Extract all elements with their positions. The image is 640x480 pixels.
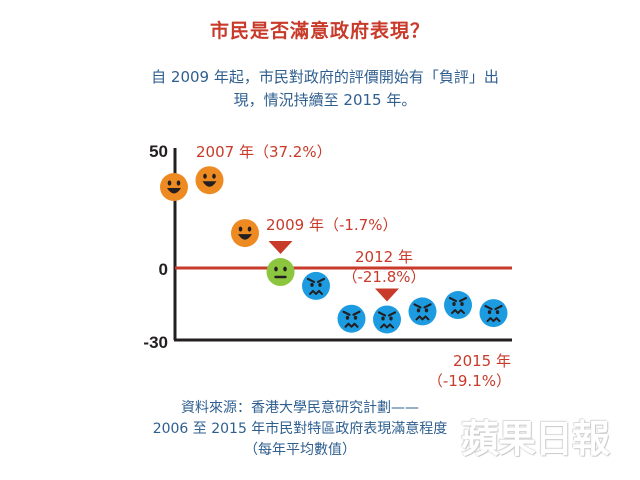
annotation-2015-value: （-19.1%） [428,372,511,390]
data-point-2009-neutral-face-icon [267,258,295,286]
data-point-2011-negative-face-icon [338,305,366,333]
data-point-2010-negative-face-icon [302,272,330,300]
y-tick-label-min: -30 [143,333,168,352]
data-source: 資料來源：香港大學民意研究計劃—— 2006 至 2015 年市民對特區政府表現… [130,398,470,461]
annotation-2007: 2007 年（37.2%） [196,143,332,161]
data-point-2012-negative-face-icon [373,305,401,333]
annotation-2012-value: （-21.8%） [342,268,425,286]
data-point-2015-negative-face-icon [480,299,508,327]
annotation-2015: 2015 年 （-19.1%） [428,352,511,390]
source-line-2: 2006 至 2015 年市民對特區政府表現滿意程度 [130,419,470,440]
data-point-2008-positive-face-icon [231,219,259,247]
data-point-2006-positive-face-icon [160,173,188,201]
data-point-2013-negative-face-icon [409,297,437,325]
brand-logo: 蘋果日報 [461,408,609,463]
annotation-2009-arrow-icon [269,241,293,254]
annotation-2012: 2012 年 （-21.8%） [342,248,425,301]
annotation-2012-label: 2012 年 [355,248,413,266]
data-point-2007-positive-face-icon [196,166,224,194]
data-point-2014-negative-face-icon [444,291,472,319]
source-line-1: 資料來源：香港大學民意研究計劃—— [130,398,470,419]
annotation-2007-label: 2007 年（37.2%） [196,143,332,161]
annotation-2015-label: 2015 年 [453,352,511,370]
annotation-2012-arrow-icon [375,288,399,301]
source-line-3: （每年平均數值） [130,440,470,461]
y-tick-label-max: 50 [149,142,168,161]
y-tick-label-zero: 0 [159,260,168,279]
annotation-2009-label: 2009 年（-1.7%） [266,216,397,234]
